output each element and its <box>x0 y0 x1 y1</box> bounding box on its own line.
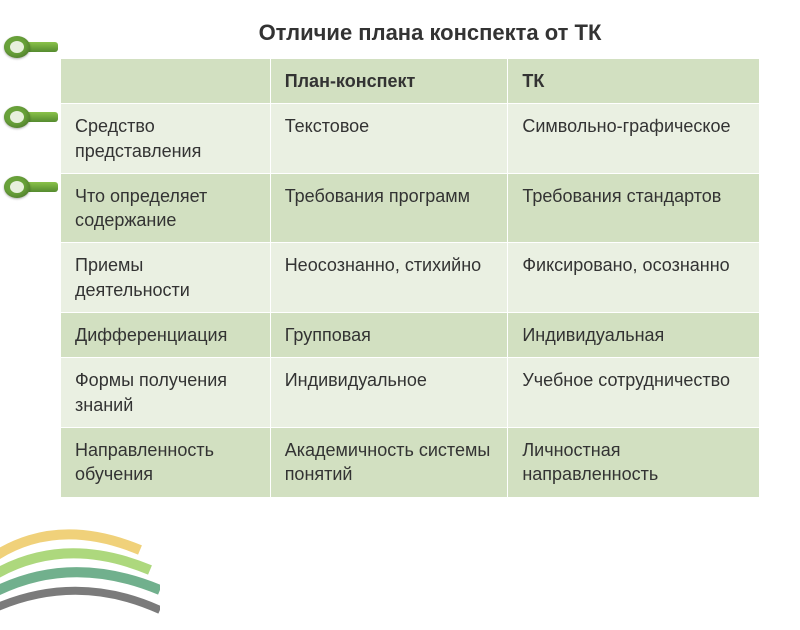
table-row: Средство представления Текстовое Символь… <box>61 104 760 174</box>
cell: Учебное сотрудничество <box>508 358 760 428</box>
cell: Индивидуальное <box>270 358 508 428</box>
table-row: Формы получения знаний Индивидуальное Уч… <box>61 358 760 428</box>
cell: Требования стандартов <box>508 173 760 243</box>
table-row: Приемы деятельности Неосознанно, стихийн… <box>61 243 760 313</box>
table-row: Направленность обучения Академичность си… <box>61 427 760 497</box>
left-bullets <box>4 36 50 246</box>
cell: Групповая <box>270 313 508 358</box>
cell: Приемы деятельности <box>61 243 271 313</box>
table-row: Что определяет содержание Требования про… <box>61 173 760 243</box>
swirl-decoration <box>0 490 160 630</box>
cell: Что определяет содержание <box>61 173 271 243</box>
cell: Фиксировано, осознанно <box>508 243 760 313</box>
table-row: Дифференциация Групповая Индивидуальная <box>61 313 760 358</box>
slide-title: Отличие плана конспекта от ТК <box>60 20 760 46</box>
cell: Индивидуальная <box>508 313 760 358</box>
comparison-table: План-конспект ТК Средство представления … <box>60 58 760 498</box>
header-cell: ТК <box>508 59 760 104</box>
cell: Личностная направленность <box>508 427 760 497</box>
cell: Символьно-графическое <box>508 104 760 174</box>
cell: Направленность обучения <box>61 427 271 497</box>
cell: Дифференциация <box>61 313 271 358</box>
cell: Формы получения знаний <box>61 358 271 428</box>
bullet-icon <box>4 106 50 128</box>
cell: Средство представления <box>61 104 271 174</box>
cell: Текстовое <box>270 104 508 174</box>
header-cell: План-конспект <box>270 59 508 104</box>
cell: Неосознанно, стихийно <box>270 243 508 313</box>
header-cell <box>61 59 271 104</box>
slide: Отличие плана конспекта от ТК План-консп… <box>0 0 800 600</box>
bullet-icon <box>4 176 50 198</box>
cell: Академичность системы понятий <box>270 427 508 497</box>
bullet-icon <box>4 36 50 58</box>
table-header-row: План-конспект ТК <box>61 59 760 104</box>
cell: Требования программ <box>270 173 508 243</box>
